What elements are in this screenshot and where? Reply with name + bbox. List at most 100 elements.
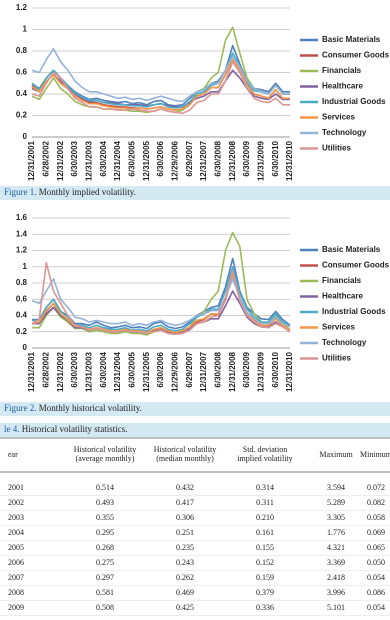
x-tick-label: 6/30/2008 (213, 140, 222, 176)
table-cell: 2002 (8, 498, 24, 507)
y-tick-label: 0 (23, 343, 28, 352)
y-tick-label: 1 (23, 262, 28, 271)
table-cell: 2006 (8, 558, 24, 567)
y-tick-label: 0.6 (16, 294, 28, 303)
x-tick-label: 6/30/2010 (271, 351, 280, 387)
x-tick-label: 12/31/2010 (285, 140, 294, 181)
legend-label: Utilities (322, 354, 351, 363)
x-tick-label: 12/31/2002 (56, 140, 65, 181)
legend-label: Industrial Goods (322, 97, 386, 106)
x-tick-label: 12/31/2008 (228, 140, 237, 181)
table-cell: 0.235 (176, 543, 194, 552)
table-cell: 0.311 (256, 498, 274, 507)
table-cell: 0.251 (176, 528, 194, 537)
table-cell: 2004 (8, 528, 24, 537)
y-tick-label: 0.2 (16, 327, 28, 336)
x-tick-label: 12/31/2003 (84, 140, 93, 181)
caption-text: Historical volatility statistics. (22, 424, 128, 434)
legend-label: Healthcare (322, 82, 363, 91)
x-tick-label: 6/30/2006 (156, 351, 165, 387)
x-tick-label: 12/31/2007 (199, 140, 208, 181)
table-cell: 5.289 (327, 498, 345, 507)
caption: Figure 1. Monthly implied volatility. (4, 187, 136, 197)
column-header: implied volatility (237, 454, 292, 463)
table-cell: 0.493 (96, 498, 114, 507)
x-tick-label: 6/30/2006 (156, 140, 165, 176)
caption-band (0, 186, 390, 200)
x-tick-label: 12/29/2006 (170, 351, 179, 392)
x-tick-label: 6/30/2010 (271, 140, 280, 176)
column-header: (average monthly) (76, 454, 135, 463)
x-tick-label: 6/30/2003 (70, 351, 79, 387)
x-tick-label: 6/30/2008 (213, 351, 222, 387)
caption-label: le 4. (4, 424, 20, 434)
table-cell: 0.262 (176, 573, 194, 582)
table-cell: 0.054 (367, 603, 385, 612)
y-tick-label: 0.8 (16, 278, 28, 287)
x-tick-label: 12/31/2001 (27, 140, 36, 181)
caption-band (0, 423, 390, 437)
table-cell: 0.155 (256, 543, 274, 552)
x-tick-label: 12/31/2004 (113, 351, 122, 392)
table-cell: 0.243 (176, 558, 194, 567)
column-header: Minimum (360, 450, 390, 459)
x-tick-label: 6/30/2009 (242, 351, 251, 387)
y-tick-label: 0.6 (16, 68, 28, 77)
series-line (31, 52, 290, 109)
caption: le 4. Historical volatility statistics. (4, 424, 128, 434)
table-cell: 0.086 (367, 588, 385, 597)
caption-label: Figure 2. (4, 403, 37, 413)
table-cell: 2005 (8, 543, 24, 552)
y-tick-label: 1.2 (16, 3, 28, 12)
x-tick-label: 12/31/2008 (228, 351, 237, 392)
legend-label: Technology (322, 338, 367, 347)
column-header: Historical volatility (154, 445, 216, 454)
table-cell: 0.355 (96, 513, 114, 522)
legend-label: Basic Materials (322, 35, 381, 44)
table-cell: 0.159 (256, 573, 274, 582)
caption-band (0, 402, 390, 416)
table-cell: 3.594 (327, 483, 345, 492)
caption-label: Figure 1. (4, 187, 37, 197)
x-tick-label: 6/30/2009 (242, 140, 251, 176)
series-line (31, 58, 290, 111)
table-cell: 0.268 (96, 543, 114, 552)
table-cell: 0.417 (176, 498, 194, 507)
y-tick-label: 1.6 (16, 213, 28, 222)
x-tick-label: 6/30/2004 (99, 140, 108, 176)
table-cell: 0.432 (176, 483, 194, 492)
table-cell: 0.054 (367, 573, 385, 582)
x-tick-label: 12/31/2010 (285, 351, 294, 392)
legend-label: Technology (322, 128, 367, 137)
series-line (31, 48, 290, 103)
legend-label: Financials (322, 276, 362, 285)
table-cell: 0.508 (96, 603, 114, 612)
x-tick-label: 12/29/2006 (170, 140, 179, 181)
table-cell: 0.514 (96, 483, 114, 492)
x-tick-label: 12/31/2007 (199, 351, 208, 392)
x-tick-label: 6/29/2007 (185, 140, 194, 176)
x-tick-label: 6/30/2005 (127, 140, 136, 176)
legend-label: Services (322, 113, 355, 122)
y-tick-label: 0.8 (16, 46, 28, 55)
table-cell: 0.469 (176, 588, 194, 597)
legend-label: Industrial Goods (322, 307, 386, 316)
y-tick-label: 0.4 (16, 89, 28, 98)
column-header: Std. deviation (243, 445, 287, 454)
y-tick-label: 1 (23, 25, 28, 34)
x-tick-label: 6/30/2004 (99, 351, 108, 387)
series-line (31, 26, 290, 114)
table-cell: 1.776 (327, 528, 345, 537)
table-cell: 0.275 (96, 558, 114, 567)
table-cell: 0.152 (256, 558, 274, 567)
x-tick-label: 12/31/2002 (56, 351, 65, 392)
table-cell: 0.210 (256, 513, 274, 522)
table-cell: 5.101 (327, 603, 345, 612)
table-cell: 0.065 (367, 543, 385, 552)
caption-text: Monthly historical volatility. (39, 403, 142, 413)
table-cell: 2003 (8, 513, 24, 522)
table-cell: 0.069 (367, 528, 385, 537)
x-tick-label: 6/28/2002 (41, 351, 50, 387)
legend-label: Financials (322, 66, 362, 75)
